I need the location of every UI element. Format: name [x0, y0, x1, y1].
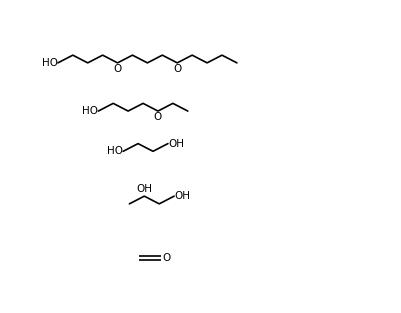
Text: OH: OH: [174, 191, 190, 201]
Text: HO: HO: [82, 106, 98, 116]
Text: O: O: [154, 112, 162, 122]
Text: O: O: [173, 64, 181, 74]
Text: OH: OH: [168, 139, 184, 149]
Text: HO: HO: [107, 146, 123, 156]
Text: O: O: [113, 64, 122, 74]
Text: HO: HO: [42, 58, 58, 68]
Text: O: O: [162, 253, 170, 263]
Text: OH: OH: [136, 184, 152, 194]
